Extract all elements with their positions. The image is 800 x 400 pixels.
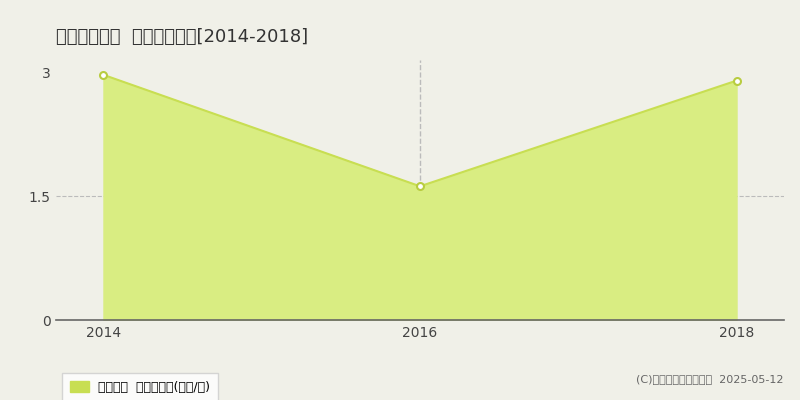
Text: (C)土地価格ドットコム  2025-05-12: (C)土地価格ドットコム 2025-05-12 xyxy=(637,374,784,384)
Legend: 土地価格  平均坪単価(万円/坪): 土地価格 平均坪単価(万円/坪) xyxy=(62,373,218,400)
Text: 淡路市夢舞台  土地価格推移[2014-2018]: 淡路市夢舞台 土地価格推移[2014-2018] xyxy=(56,28,308,46)
